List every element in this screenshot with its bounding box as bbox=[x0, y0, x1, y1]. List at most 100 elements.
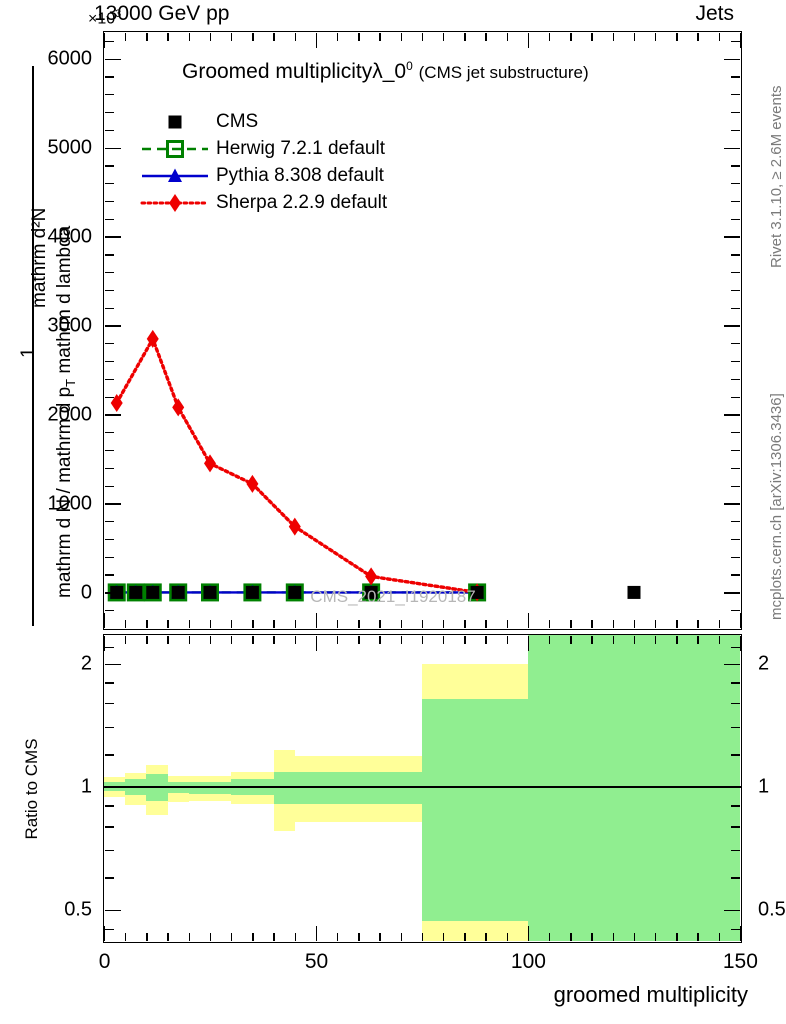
data-marker-square-open bbox=[143, 583, 162, 602]
square-filled-marker bbox=[171, 585, 185, 599]
diamond-filled-marker bbox=[146, 329, 159, 348]
data-marker-square-filled bbox=[129, 585, 143, 599]
analysis-category-label: Jets bbox=[695, 2, 734, 25]
data-marker-square-filled bbox=[146, 585, 160, 599]
x-tick-label: 50 bbox=[304, 950, 329, 973]
square-open-marker bbox=[166, 140, 184, 158]
diamond-filled-marker bbox=[246, 474, 259, 493]
data-marker-diamond-filled bbox=[246, 474, 259, 493]
triangle-filled-marker bbox=[168, 168, 182, 182]
data-marker-square-open bbox=[126, 583, 145, 602]
data-marker-square-open bbox=[285, 583, 304, 602]
data-marker-square-filled bbox=[364, 585, 378, 599]
analysis-watermark: CMS_2021_I1920187 bbox=[310, 587, 476, 606]
data-marker-square-filled bbox=[288, 585, 302, 599]
square-filled-marker bbox=[110, 585, 124, 599]
beam-energy-label: 13000 GeV pp bbox=[94, 2, 230, 25]
y-tick-label: 4000 bbox=[47, 225, 93, 248]
ratio-y-tick-label: 2 bbox=[80, 652, 92, 675]
ratio-y-tick-label-right: 2 bbox=[758, 652, 770, 675]
data-marker-square-open bbox=[166, 140, 184, 158]
data-marker-diamond-filled bbox=[204, 454, 216, 473]
ratio-band-inner bbox=[188, 781, 232, 795]
ratio-y-tick-label-right: 1 bbox=[758, 775, 770, 798]
data-marker-square-filled bbox=[245, 585, 259, 599]
data-marker-diamond-filled bbox=[146, 329, 159, 348]
square-filled-marker bbox=[288, 585, 302, 599]
x-tick-label: 150 bbox=[722, 950, 758, 973]
square-filled-marker bbox=[203, 585, 217, 599]
y-axis-title: 1 mathrm d²N mathrm d N / mathrm d pT ma… bbox=[2, 31, 88, 630]
data-marker-square-filled bbox=[171, 585, 185, 599]
ratio-band-inner bbox=[273, 771, 295, 804]
square-filled-marker bbox=[168, 115, 182, 129]
legend-marker-diamond-filled bbox=[140, 194, 210, 212]
data-marker-diamond-filled bbox=[365, 567, 378, 586]
ratio-y-tick-labels-right: 0.5 1 2 bbox=[748, 634, 786, 943]
data-marker-square-filled bbox=[470, 585, 484, 599]
square-filled-marker bbox=[129, 585, 143, 599]
legend-marker-square-filled bbox=[168, 115, 182, 129]
series-line-3 bbox=[115, 334, 479, 595]
x-tick-labels: 0 50 100 150 bbox=[99, 950, 758, 980]
data-marker-square-filled bbox=[627, 585, 641, 599]
data-marker-diamond-filled bbox=[169, 194, 181, 212]
x-axis-title: groomed multiplicity bbox=[553, 982, 748, 1007]
square-filled-marker bbox=[627, 585, 641, 599]
legend: CMS Herwig 7.2.1 default Pythia 8.308 defa… bbox=[140, 110, 460, 220]
y-tick-label: 2000 bbox=[47, 403, 93, 426]
data-marker-square-filled bbox=[203, 585, 217, 599]
square-open-marker bbox=[143, 583, 162, 602]
ratio-band-inner bbox=[528, 635, 740, 941]
x-tick-label: 100 bbox=[510, 950, 546, 973]
legend-label: Sherpa 2.2.9 default bbox=[216, 192, 388, 213]
y-tick-label: 6000 bbox=[47, 47, 93, 70]
legend-marker-square-open bbox=[142, 140, 208, 158]
ratio-band-inner bbox=[485, 698, 528, 921]
data-marker-square-filled bbox=[168, 115, 182, 129]
ratio-band-inner bbox=[294, 771, 422, 804]
main-plot-svg bbox=[107, 329, 641, 602]
ratio-y-tick-label-right: 0.5 bbox=[758, 898, 786, 921]
ratio-y-tick-label: 1 bbox=[80, 775, 92, 798]
diamond-filled-marker bbox=[110, 393, 123, 412]
y-multiplier-label: ×103 bbox=[88, 8, 122, 28]
legend-label: Herwig 7.2.1 default bbox=[216, 138, 385, 159]
data-marker-square-filled bbox=[110, 585, 124, 599]
diamond-filled-marker bbox=[204, 454, 216, 473]
data-marker-diamond-filled bbox=[110, 393, 123, 412]
legend-marker-triangle-filled bbox=[142, 168, 208, 182]
y-tick-label: 1000 bbox=[47, 492, 93, 515]
diamond-filled-marker bbox=[169, 194, 181, 212]
ratio-reference-line bbox=[104, 786, 741, 788]
mcplots-caption: mcplots.cern.ch [arXiv:1306.3436] bbox=[768, 393, 785, 620]
x-tick-label: 0 bbox=[98, 950, 111, 973]
legend-label: Pythia 8.308 default bbox=[216, 165, 384, 186]
y-tick-label: 5000 bbox=[47, 136, 93, 159]
plot-title: Groomed multiplicityλ_00 (CMS jet substr… bbox=[182, 59, 589, 83]
ratio-plot-panel bbox=[103, 634, 742, 943]
legend-label: CMS bbox=[216, 111, 259, 132]
square-open-marker bbox=[126, 583, 145, 602]
diamond-filled-marker bbox=[172, 398, 185, 417]
main-y-tick-labels: 0 1000 2000 3000 4000 5000 6000 bbox=[0, 31, 98, 630]
diamond-filled-marker bbox=[365, 567, 378, 586]
y-tick-label: 3000 bbox=[47, 314, 93, 337]
data-marker-diamond-filled bbox=[172, 398, 185, 417]
ratio-y-tick-label: 0.5 bbox=[64, 898, 92, 921]
rivet-caption: Rivet 3.1.10, ≥ 2.6M events bbox=[768, 85, 785, 269]
ratio-y-tick-labels-left: 0.5 1 2 bbox=[0, 634, 98, 943]
fraction-bar bbox=[32, 66, 34, 626]
square-filled-marker bbox=[364, 585, 378, 599]
y-tick-label: 0 bbox=[80, 581, 92, 604]
square-filled-marker bbox=[245, 585, 259, 599]
ratio-uncertainty-bands bbox=[104, 635, 741, 942]
data-marker-diamond-filled bbox=[288, 517, 301, 536]
data-marker-triangle-filled bbox=[168, 168, 182, 182]
square-filled-marker bbox=[146, 585, 160, 599]
square-open-marker bbox=[285, 583, 304, 602]
ratio-band-inner bbox=[422, 698, 486, 921]
main-plot-panel bbox=[103, 31, 742, 630]
square-filled-marker bbox=[470, 585, 484, 599]
